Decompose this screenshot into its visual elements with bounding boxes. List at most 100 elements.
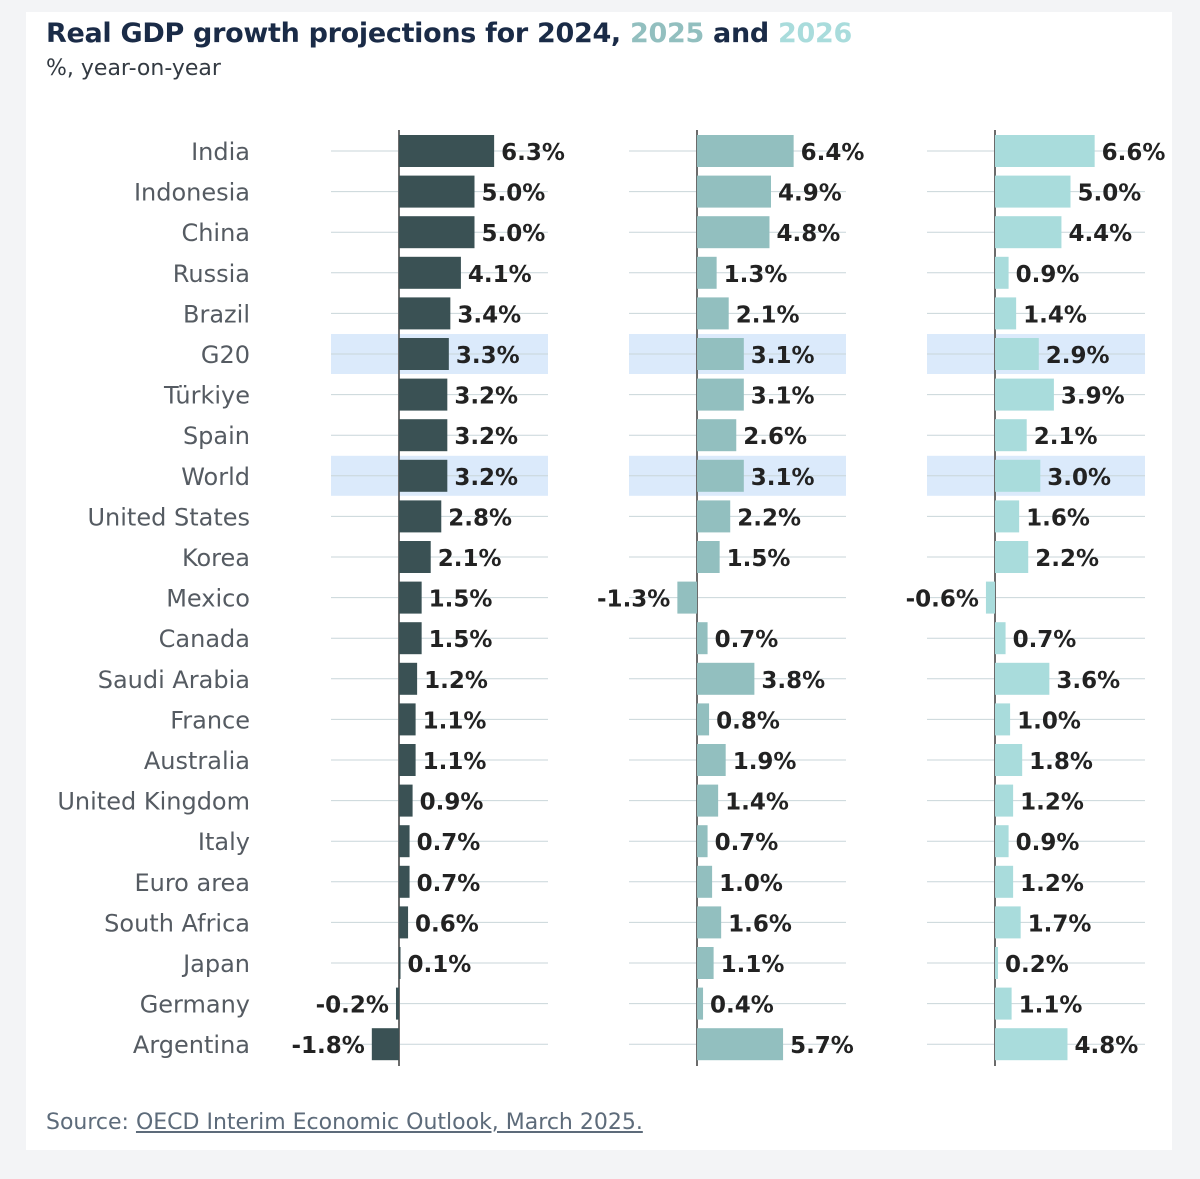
value-label-mexico-2024: 1.5% <box>429 587 493 613</box>
value-label-italy-2025: 0.7% <box>715 830 779 856</box>
bar-t-rkiye-2024 <box>399 378 448 411</box>
value-label-france-2026: 1.0% <box>1017 708 1081 734</box>
bar-spain-2025 <box>697 419 737 452</box>
category-label-united-kingdom: United Kingdom <box>57 788 250 816</box>
bar-t-rkiye-2026 <box>995 378 1054 411</box>
bar-united-kingdom-2024 <box>399 784 413 817</box>
category-label-australia: Australia <box>144 747 250 775</box>
value-label-italy-2026: 0.9% <box>1016 830 1080 856</box>
value-label-saudi-arabia-2026: 3.6% <box>1056 668 1120 694</box>
value-label-united-states-2025: 2.2% <box>737 505 801 531</box>
value-label-indonesia-2024: 5.0% <box>482 181 546 207</box>
bar-argentina-2026 <box>995 1028 1068 1061</box>
value-label-united-kingdom-2026: 1.2% <box>1020 790 1084 816</box>
bar-argentina-2024 <box>371 1028 399 1061</box>
title-text: Real GDP growth projections for 2024, <box>46 18 630 49</box>
category-label-argentina: Argentina <box>133 1031 250 1059</box>
bar-spain-2026 <box>995 419 1027 452</box>
bar-japan-2024 <box>399 947 401 979</box>
bar-brazil-2024 <box>399 297 451 330</box>
value-label-india-2025: 6.4% <box>801 140 865 166</box>
chart-card <box>26 12 1172 1150</box>
value-label-china-2024: 5.0% <box>482 221 546 247</box>
bar-india-2024 <box>399 135 495 167</box>
value-label-russia-2024: 4.1% <box>468 262 532 288</box>
value-label-united-states-2026: 1.6% <box>1026 505 1090 531</box>
value-label-japan-2024: 0.1% <box>408 952 472 978</box>
bar-canada-2025 <box>697 622 708 655</box>
value-label-canada-2024: 1.5% <box>429 627 493 653</box>
value-label-t-rkiye-2026: 3.9% <box>1061 384 1125 410</box>
bar-india-2025 <box>697 135 794 167</box>
bar-china-2026 <box>995 216 1062 249</box>
value-label-euro-area-2024: 0.7% <box>417 871 481 897</box>
category-label-saudi-arabia: Saudi Arabia <box>98 666 250 694</box>
value-label-t-rkiye-2025: 3.1% <box>751 384 815 410</box>
bar-united-states-2024 <box>399 500 442 533</box>
bar-japan-2026 <box>995 947 999 979</box>
bar-australia-2025 <box>697 744 726 776</box>
value-label-india-2026: 6.6% <box>1102 140 1166 166</box>
source-prefix: Source: <box>46 1110 136 1135</box>
bar-chart: India Indonesia China Russia Brazil G20 Türkiy… <box>57 130 1166 1066</box>
value-label-mexico-2025: -1.3% <box>597 587 670 613</box>
category-label-t-rkiye: Türkiye <box>163 382 250 410</box>
title-year-2026: 2026 <box>778 18 852 49</box>
value-label-united-kingdom-2024: 0.9% <box>420 790 484 816</box>
bar-india-2026 <box>995 135 1095 167</box>
category-label-world: World <box>181 463 250 491</box>
value-label-indonesia-2025: 4.9% <box>778 181 842 207</box>
value-label-argentina-2026: 4.8% <box>1074 1033 1138 1059</box>
bar-world-2024 <box>399 459 448 492</box>
value-label-spain-2026: 2.1% <box>1034 424 1098 450</box>
value-label-france-2024: 1.1% <box>423 708 487 734</box>
value-label-indonesia-2026: 5.0% <box>1078 181 1142 207</box>
category-label-germany: Germany <box>140 991 250 1019</box>
category-label-japan: Japan <box>181 950 250 978</box>
source-link[interactable]: OECD Interim Economic Outlook, March 202… <box>135 1110 643 1135</box>
category-label-g20: G20 <box>201 341 250 369</box>
bar-canada-2026 <box>995 622 1006 655</box>
bar-brazil-2025 <box>697 297 729 330</box>
value-label-saudi-arabia-2025: 3.8% <box>761 668 825 694</box>
bar-g20-2025 <box>697 338 744 370</box>
value-label-south-africa-2024: 0.6% <box>415 911 479 937</box>
value-label-south-africa-2026: 1.7% <box>1028 911 1092 937</box>
value-label-mexico-2026: -0.6% <box>906 587 979 613</box>
bar-italy-2024 <box>399 825 410 858</box>
bar-china-2025 <box>697 216 770 249</box>
value-label-korea-2025: 1.5% <box>727 546 791 572</box>
bar-euro-area-2024 <box>399 865 410 898</box>
value-label-argentina-2024: -1.8% <box>291 1033 364 1059</box>
value-label-argentina-2025: 5.7% <box>790 1033 854 1059</box>
value-label-g20-2025: 3.1% <box>751 343 815 369</box>
bar-canada-2024 <box>399 622 422 655</box>
bar-france-2024 <box>399 703 416 736</box>
value-label-united-states-2024: 2.8% <box>448 505 512 531</box>
value-label-italy-2024: 0.7% <box>417 830 481 856</box>
title-and: and <box>703 18 779 49</box>
bar-argentina-2025 <box>697 1028 784 1061</box>
value-label-germany-2026: 1.1% <box>1019 993 1083 1019</box>
bar-united-states-2026 <box>995 500 1020 533</box>
bar-mexico-2025 <box>677 581 697 614</box>
bar-united-kingdom-2025 <box>697 784 719 817</box>
value-label-russia-2025: 1.3% <box>724 262 788 288</box>
value-label-australia-2025: 1.9% <box>733 749 797 775</box>
bar-russia-2026 <box>995 256 1009 289</box>
bar-mexico-2026 <box>985 581 995 614</box>
value-label-g20-2024: 3.3% <box>456 343 520 369</box>
bar-saudi-arabia-2024 <box>399 662 418 695</box>
value-label-spain-2025: 2.6% <box>743 424 807 450</box>
bar-germany-2025 <box>697 987 704 1020</box>
chart-title: Real GDP growth projections for 2024, 20… <box>46 18 852 49</box>
bar-russia-2025 <box>697 256 717 289</box>
value-label-russia-2026: 0.9% <box>1016 262 1080 288</box>
value-label-japan-2026: 0.2% <box>1005 952 1069 978</box>
bar-indonesia-2026 <box>995 175 1071 208</box>
value-label-saudi-arabia-2024: 1.2% <box>424 668 488 694</box>
value-label-korea-2026: 2.2% <box>1035 546 1099 572</box>
bar-korea-2025 <box>697 541 720 573</box>
bar-germany-2024 <box>395 987 399 1020</box>
bar-t-rkiye-2025 <box>697 378 744 411</box>
